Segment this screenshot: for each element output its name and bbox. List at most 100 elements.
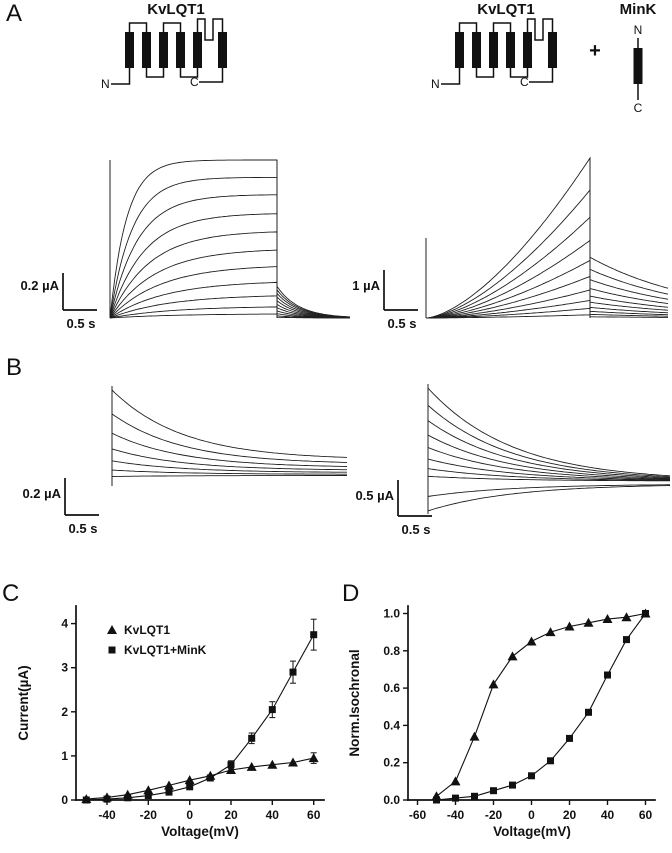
plus-sign: + bbox=[589, 40, 601, 62]
tm-segment bbox=[193, 32, 202, 68]
mink-n-label: N bbox=[634, 23, 643, 37]
current-trace bbox=[425, 188, 669, 319]
legend-item-KvLQT1+MinK: KvLQT1+MinK bbox=[124, 643, 207, 657]
kvlqt1-mink-topology-diagram: KvLQT1 N C + MinK N C bbox=[431, 1, 657, 115]
x-tick-label: 60 bbox=[639, 808, 653, 822]
c-terminus-label: C bbox=[190, 75, 199, 89]
tail-current-trace bbox=[111, 432, 348, 467]
data-point-square bbox=[82, 796, 90, 804]
data-point-square bbox=[186, 783, 194, 791]
pore-loop bbox=[526, 18, 554, 41]
y-tick-label: 0.0 bbox=[383, 793, 400, 807]
tm-segment bbox=[472, 32, 481, 68]
y-tick-label: 0 bbox=[61, 793, 68, 807]
kvlqt1-current-trace-plot: 0.2 µA 0.5 s bbox=[20, 159, 351, 331]
current-trace bbox=[109, 176, 351, 319]
tm-segment bbox=[142, 32, 151, 68]
mink-tm-segment bbox=[633, 48, 643, 84]
tail-current-trace bbox=[427, 484, 670, 497]
data-point-triangle bbox=[526, 636, 537, 646]
data-point-triangle bbox=[450, 776, 461, 786]
tm-segment bbox=[159, 32, 168, 68]
kvlqt1-mink-tail-trace-plot: 0.5 µA 0.5 s bbox=[355, 384, 671, 537]
data-point-square bbox=[566, 734, 573, 742]
data-point-triangle bbox=[602, 614, 613, 624]
c-terminus-label: C bbox=[520, 75, 529, 89]
tm-segment bbox=[506, 32, 515, 68]
intracellular-loop bbox=[179, 68, 199, 78]
panel-b-label: B bbox=[6, 354, 23, 381]
tail-current-trace bbox=[427, 420, 671, 479]
y-tick-label: 3 bbox=[61, 661, 68, 675]
tm-segment bbox=[548, 32, 557, 68]
x-tick-label: 60 bbox=[307, 808, 321, 822]
current-trace bbox=[425, 275, 669, 319]
mink-title: MinK bbox=[620, 1, 657, 18]
data-point-triangle bbox=[143, 785, 154, 795]
x-tick-label: 40 bbox=[601, 808, 615, 822]
data-point-triangle bbox=[545, 627, 556, 637]
extracellular-loop bbox=[458, 22, 478, 32]
tail-current-trace bbox=[427, 485, 671, 512]
tail-current-trace bbox=[427, 447, 671, 480]
x-tick-label: 40 bbox=[266, 808, 280, 822]
y-tick-label: 0.2 bbox=[383, 756, 400, 770]
time-scalebar-label: 0.5 s bbox=[388, 316, 417, 331]
current-trace bbox=[109, 313, 350, 319]
data-point-square bbox=[509, 781, 516, 789]
tm-segment bbox=[455, 32, 464, 68]
d-x-axis-label: Voltage(mV) bbox=[493, 824, 571, 839]
kvlqt1-right-title: KvLQT1 bbox=[477, 1, 535, 18]
extracellular-loop bbox=[492, 22, 512, 32]
data-point-square bbox=[623, 636, 630, 644]
data-point-triangle bbox=[469, 731, 480, 741]
current-trace bbox=[426, 307, 668, 319]
data-point-square bbox=[103, 795, 111, 803]
data-point-triangle bbox=[184, 775, 195, 785]
n-terminus-link bbox=[111, 68, 131, 85]
kvlqt1-tail-trace-plot: 0.2 µA 0.5 s bbox=[22, 386, 348, 536]
current-trace bbox=[109, 266, 350, 319]
tail-current-trace bbox=[427, 404, 671, 478]
x-tick-label: -20 bbox=[485, 808, 503, 822]
y-tick-label: 0.6 bbox=[383, 681, 400, 695]
series-line-KvLQT1+MinK bbox=[86, 634, 315, 801]
current-trace bbox=[425, 259, 669, 319]
y-tick-label: 0.4 bbox=[383, 718, 400, 732]
tail-current-trace bbox=[111, 389, 348, 458]
intracellular-loop bbox=[475, 68, 495, 78]
kvlqt1-left-title: KvLQT1 bbox=[147, 1, 205, 18]
current-scalebar-label: 0.2 µA bbox=[22, 486, 61, 501]
tail-current-trace bbox=[427, 458, 671, 481]
y-tick-label: 1.0 bbox=[383, 607, 400, 621]
data-point-square bbox=[144, 792, 152, 800]
current-trace bbox=[109, 194, 350, 319]
data-point-triangle bbox=[564, 621, 575, 631]
data-point-triangle bbox=[246, 761, 257, 771]
tail-current-trace bbox=[111, 469, 347, 475]
x-tick-label: 20 bbox=[224, 808, 238, 822]
series-line-KvLQT1+MinK bbox=[436, 613, 646, 801]
y-tick-label: 1 bbox=[61, 749, 68, 763]
current-trace bbox=[109, 159, 351, 319]
extracellular-loop bbox=[128, 22, 148, 32]
data-point-triangle bbox=[226, 765, 236, 775]
tail-current-trace bbox=[427, 434, 671, 479]
tail-current-trace bbox=[427, 387, 671, 477]
tail-current-trace bbox=[111, 460, 347, 473]
data-point-triangle bbox=[507, 651, 518, 661]
series-line-KvLQT1 bbox=[436, 612, 646, 797]
x-tick-label: 0 bbox=[186, 808, 193, 822]
data-point-square bbox=[642, 610, 649, 617]
tail-current-trace bbox=[111, 448, 347, 471]
intracellular-loop bbox=[509, 68, 529, 78]
current-trace bbox=[109, 231, 351, 319]
tail-current-trace bbox=[111, 475, 347, 477]
tm-segment bbox=[176, 32, 185, 68]
data-point-square bbox=[165, 788, 173, 796]
n-terminus-link bbox=[441, 68, 461, 85]
kvlqt1-topology-diagram: KvLQT1 N C bbox=[101, 1, 227, 91]
data-point-triangle bbox=[488, 679, 499, 689]
c-terminus-link bbox=[199, 68, 224, 83]
